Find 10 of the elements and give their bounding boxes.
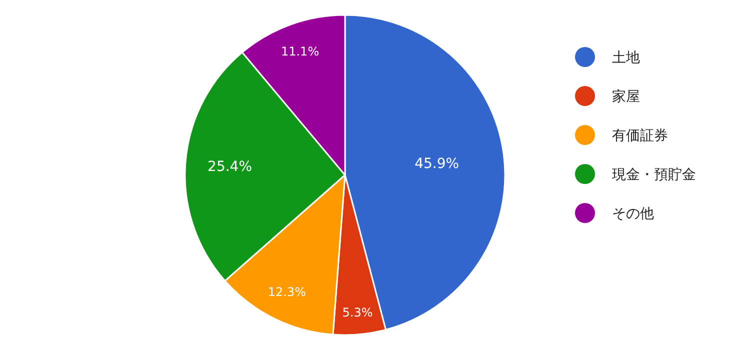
- legend-label: 土地: [612, 50, 640, 66]
- legend-label: 有価証券: [612, 128, 668, 144]
- legend-label: その他: [612, 206, 654, 222]
- data-label: 12.3%: [268, 284, 306, 299]
- data-label: 11.1%: [280, 44, 320, 59]
- data-label: 5.3%: [342, 306, 373, 320]
- data-label: 45.9%: [414, 156, 460, 172]
- legend-label: 家屋: [612, 88, 640, 105]
- data-label: 25.4%: [208, 159, 252, 176]
- legend-label: 現金・預貯金: [612, 166, 696, 183]
